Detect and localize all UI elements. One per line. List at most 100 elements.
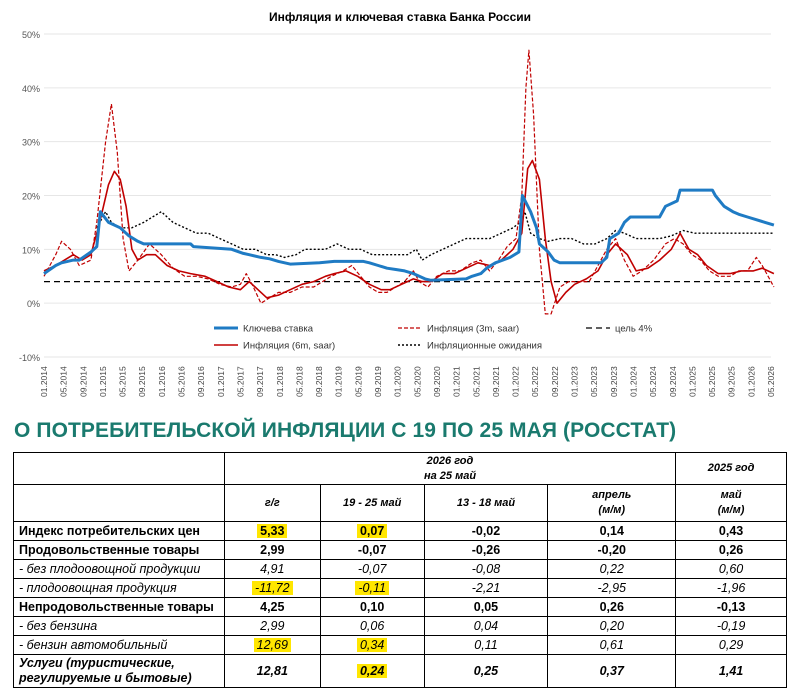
series-line [96, 211, 774, 261]
table-row: Индекс потребительских цен 5,33 0,07 -0,… [13, 521, 787, 541]
table-row: - плодоовощная продукция -11,72 -0,11 -2… [13, 578, 787, 598]
legend-label: Ключева ставка [243, 324, 314, 335]
y-tick-label: 30% [22, 138, 40, 148]
x-tick-label: 05.2018 [294, 366, 304, 397]
x-tick-label: 01.2021 [452, 366, 462, 397]
row-label: - без бензина [13, 616, 225, 636]
table-cell: -0,13 [675, 597, 787, 617]
x-tick-label: 09.2022 [550, 366, 560, 397]
table-cell: 0,29 [675, 635, 787, 655]
x-tick-label: 05.2024 [648, 366, 658, 397]
legend-label: Инфляционные ожидания [427, 341, 542, 352]
x-tick-label: 05.2019 [353, 366, 363, 397]
x-tick-label: 09.2015 [137, 366, 147, 397]
x-tick-label: 01.2023 [570, 366, 580, 397]
series-line [43, 49, 775, 315]
table-cell: 0,10 [319, 597, 425, 617]
x-tick-label: 05.2020 [412, 366, 422, 397]
table-cell: 2,99 [223, 616, 321, 636]
series-line [43, 159, 775, 304]
table-cell: 0,20 [547, 616, 677, 636]
x-tick-label: 01.2024 [628, 366, 638, 397]
table-cell: 0,25 [423, 654, 549, 688]
x-tick-label: 09.2024 [668, 366, 678, 397]
x-tick-label: 01.2025 [687, 366, 697, 397]
y-tick-label: 10% [22, 245, 40, 255]
table-row: Услуги (туристические, регулируемые и быт… [13, 654, 787, 688]
chart-title: Инфляция и ключевая ставка Банка России [268, 10, 532, 24]
table-cell: -0,08 [423, 559, 549, 579]
table-cell: -0,07 [319, 540, 425, 560]
table-cell: 0,04 [423, 616, 549, 636]
col-header-april: апрель (м/м) [547, 484, 677, 522]
table-cell: -0,26 [423, 540, 549, 560]
x-tick-label: 09.2017 [255, 366, 265, 397]
y-axis-ticks: 50% 40% 30% 20% 10% 0% -10% [19, 30, 40, 363]
table-header-row: 2026 год на 25 май 2025 год [13, 452, 787, 485]
table-cell: 0,26 [547, 597, 677, 617]
table-cell: -11,72 [223, 578, 321, 598]
col-header-week: 19 - 25 май [319, 484, 425, 522]
table-cell: 0,14 [547, 521, 677, 541]
row-label: - плодоовощная продукция [13, 578, 225, 598]
table-cell: 0,60 [675, 559, 787, 579]
table-cell: 12,69 [223, 635, 321, 655]
table-row: - без бензина 2,99 0,06 0,04 0,20 -0,19 [13, 616, 787, 636]
x-tick-label: 01.2017 [216, 366, 226, 397]
table-cell: -2,21 [423, 578, 549, 598]
x-tick-label: 05.2025 [707, 366, 717, 397]
table-cell: 4,91 [223, 559, 321, 579]
x-tick-label: 01.2018 [275, 366, 285, 397]
table-cell: -0,11 [319, 578, 425, 598]
table-cell: 0,34 [319, 635, 425, 655]
table-cell: 0,22 [547, 559, 677, 579]
x-tick-label: 01.2016 [157, 366, 167, 397]
row-label: Услуги (туристические, регулируемые и быт… [13, 654, 225, 688]
table-cell: -0,07 [319, 559, 425, 579]
chart-grid [44, 33, 771, 358]
x-tick-label: 01.2019 [334, 366, 344, 397]
x-tick-label: 05.2014 [59, 366, 69, 397]
table-subheader-row: г/г 19 - 25 май 13 - 18 май апрель (м/м) … [13, 484, 787, 522]
table-cell: -1,96 [675, 578, 787, 598]
cpi-table: 2026 год на 25 май 2025 год г/г 19 - 25 м… [13, 452, 787, 688]
y-tick-label: 40% [22, 84, 40, 94]
x-tick-label: 09.2025 [727, 366, 737, 397]
x-tick-label: 09.2018 [314, 366, 324, 397]
row-label: - без плодоовощной продукции [13, 559, 225, 579]
legend-label: Инфляция (3m, saar) [427, 324, 519, 335]
x-tick-label: 09.2019 [373, 366, 383, 397]
y-tick-label: 20% [22, 192, 40, 202]
table-cell: 0,07 [319, 521, 425, 541]
x-tick-label: 09.2014 [78, 366, 88, 397]
x-tick-label: 05.2016 [177, 366, 187, 397]
y-tick-label: -10% [19, 353, 40, 363]
table-row: Непродовольственные товары 4,25 0,10 0,0… [13, 597, 787, 617]
table-cell: 0,43 [675, 521, 787, 541]
row-label: Продовольственные товары [13, 540, 225, 560]
x-tick-label: 05.2017 [235, 366, 245, 397]
col-header-prev-week: 13 - 18 май [423, 484, 549, 522]
legend-label: Инфляция (6m, saar) [243, 341, 335, 352]
header-empty-cell [13, 484, 225, 522]
table-row: - бензин автомобильный 12,69 0,34 0,11 0… [13, 635, 787, 655]
x-tick-label: 09.2021 [491, 366, 501, 397]
header-2026-group: 2026 год на 25 май [223, 452, 677, 485]
table-row: Продовольственные товары 2,99 -0,07 -0,2… [13, 540, 787, 560]
x-tick-label: 01.2026 [746, 366, 756, 397]
x-tick-label: 05.2021 [471, 366, 481, 397]
col-header-may-2025: май (м/м) [675, 484, 787, 522]
table-cell: -0,19 [675, 616, 787, 636]
table-cell: -0,02 [423, 521, 549, 541]
x-axis-ticks: 01.2014 05.2014 09.2014 01.2015 05.2015 09.20… [39, 366, 776, 397]
inflation-chart: 50% 40% 30% 20% 10% 0% -10% 01.2014 05.2014 09.2… [19, 30, 776, 397]
table-cell: 0,05 [423, 597, 549, 617]
x-tick-label: 01.2020 [393, 366, 403, 397]
row-label: - бензин автомобильный [13, 635, 225, 655]
col-header-yoy: г/г [223, 484, 321, 522]
legend-label: цель 4% [615, 324, 653, 335]
x-tick-label: 01.2014 [39, 366, 49, 397]
table-cell: 0,37 [547, 654, 677, 688]
x-tick-label: 05.2015 [118, 366, 128, 397]
table-cell: 0,06 [319, 616, 425, 636]
